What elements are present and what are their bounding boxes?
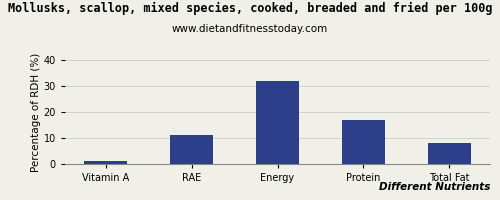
Text: www.dietandfitnesstoday.com: www.dietandfitnesstoday.com	[172, 24, 328, 34]
Y-axis label: Percentage of RDH (%): Percentage of RDH (%)	[31, 52, 41, 172]
Bar	[170, 135, 213, 164]
Text: Mollusks, scallop, mixed species, cooked, breaded and fried per 100g: Mollusks, scallop, mixed species, cooked…	[8, 2, 492, 15]
Bar	[342, 120, 385, 164]
Bar	[256, 81, 299, 164]
Text: Different Nutrients: Different Nutrients	[378, 182, 490, 192]
Bar	[84, 161, 127, 164]
Bar	[428, 143, 470, 164]
